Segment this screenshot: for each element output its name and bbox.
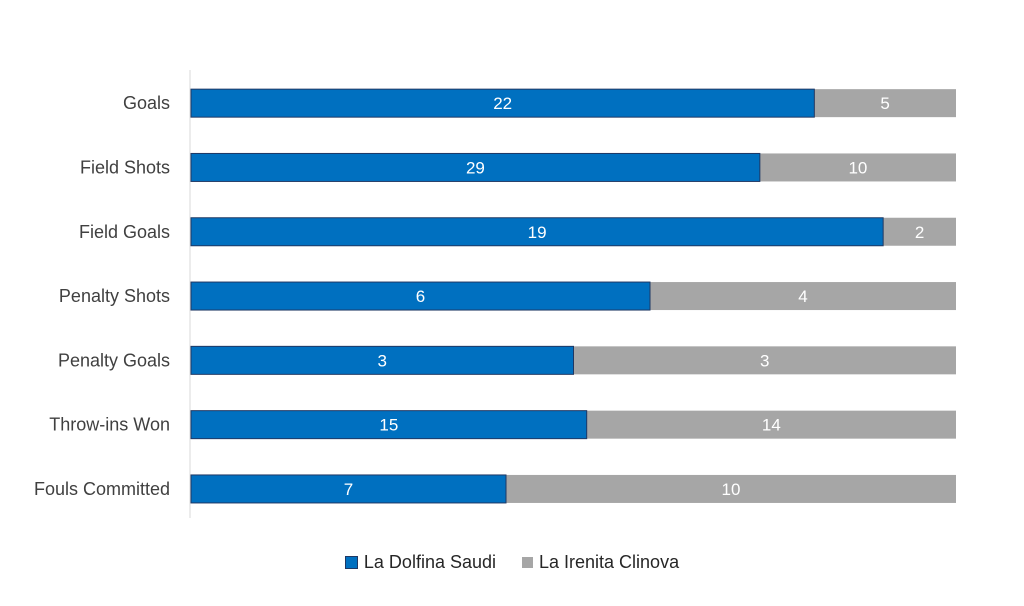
category-label-1: Field Shots	[80, 157, 170, 177]
category-label-6: Fouls Committed	[34, 479, 170, 499]
data-label-series-2-1: 10	[848, 158, 867, 177]
legend-label-series-2: La Irenita Clinova	[539, 552, 680, 572]
bars-group: 22 5 29 10 19 2 6 4 3 3 15 14 7 10	[190, 88, 956, 504]
data-label-series-1-4: 3	[378, 351, 387, 370]
bar-series-1-6	[190, 474, 507, 504]
bar-series-1-5	[190, 410, 588, 440]
bar-series-2-2	[883, 217, 956, 246]
bar-series-1-0	[190, 88, 815, 118]
legend-swatch-series-1	[344, 556, 358, 569]
bar-series-1-3	[190, 281, 651, 311]
legend-swatch-series-2	[522, 557, 533, 568]
data-label-series-2-0: 5	[880, 94, 889, 113]
category-labels: Goals Field Shots Field Goals Penalty Shots…	[34, 93, 170, 499]
bar-series-1-4	[190, 345, 574, 375]
category-label-4: Penalty Goals	[58, 350, 170, 370]
stacked-bar-chart: 22 5 29 10 19 2 6 4 3 3 15 14 7 10 Goals Field Shots Fi…	[34, 70, 956, 518]
data-label-series-2-2: 2	[915, 223, 924, 242]
data-label-series-1-2: 19	[528, 223, 547, 242]
category-label-0: Goals	[123, 93, 170, 113]
data-label-series-1-3: 6	[416, 287, 425, 306]
category-label-3: Penalty Shots	[59, 286, 170, 306]
legend-item-series-2: La Irenita Clinova	[522, 552, 679, 573]
bar-series-2-5	[586, 410, 956, 439]
bar-series-2-4	[573, 346, 956, 375]
category-label-5: Throw-ins Won	[49, 415, 170, 435]
bar-series-1-1	[190, 152, 761, 182]
data-label-series-1-5: 15	[379, 416, 398, 435]
data-label-series-2-4: 3	[760, 351, 769, 370]
legend-label-series-1: La Dolfina Saudi	[363, 552, 496, 572]
legend-item-series-1: La Dolfina Saudi	[344, 552, 496, 573]
data-label-series-2-3: 4	[798, 287, 807, 306]
data-label-series-1-6: 7	[344, 480, 353, 499]
bar-series-2-1	[759, 153, 956, 182]
bar-series-2-3	[650, 282, 956, 311]
data-label-series-1-1: 29	[466, 158, 485, 177]
data-label-series-2-6: 10	[722, 480, 741, 499]
data-label-series-2-5: 14	[762, 416, 781, 435]
legend: La Dolfina Saudi La Irenita Clinova	[0, 552, 1024, 573]
bar-series-1-2	[190, 217, 884, 247]
category-label-2: Field Goals	[79, 222, 170, 242]
data-label-series-1-0: 22	[493, 94, 512, 113]
bar-series-2-0	[814, 89, 956, 118]
bar-series-2-6	[506, 474, 956, 503]
